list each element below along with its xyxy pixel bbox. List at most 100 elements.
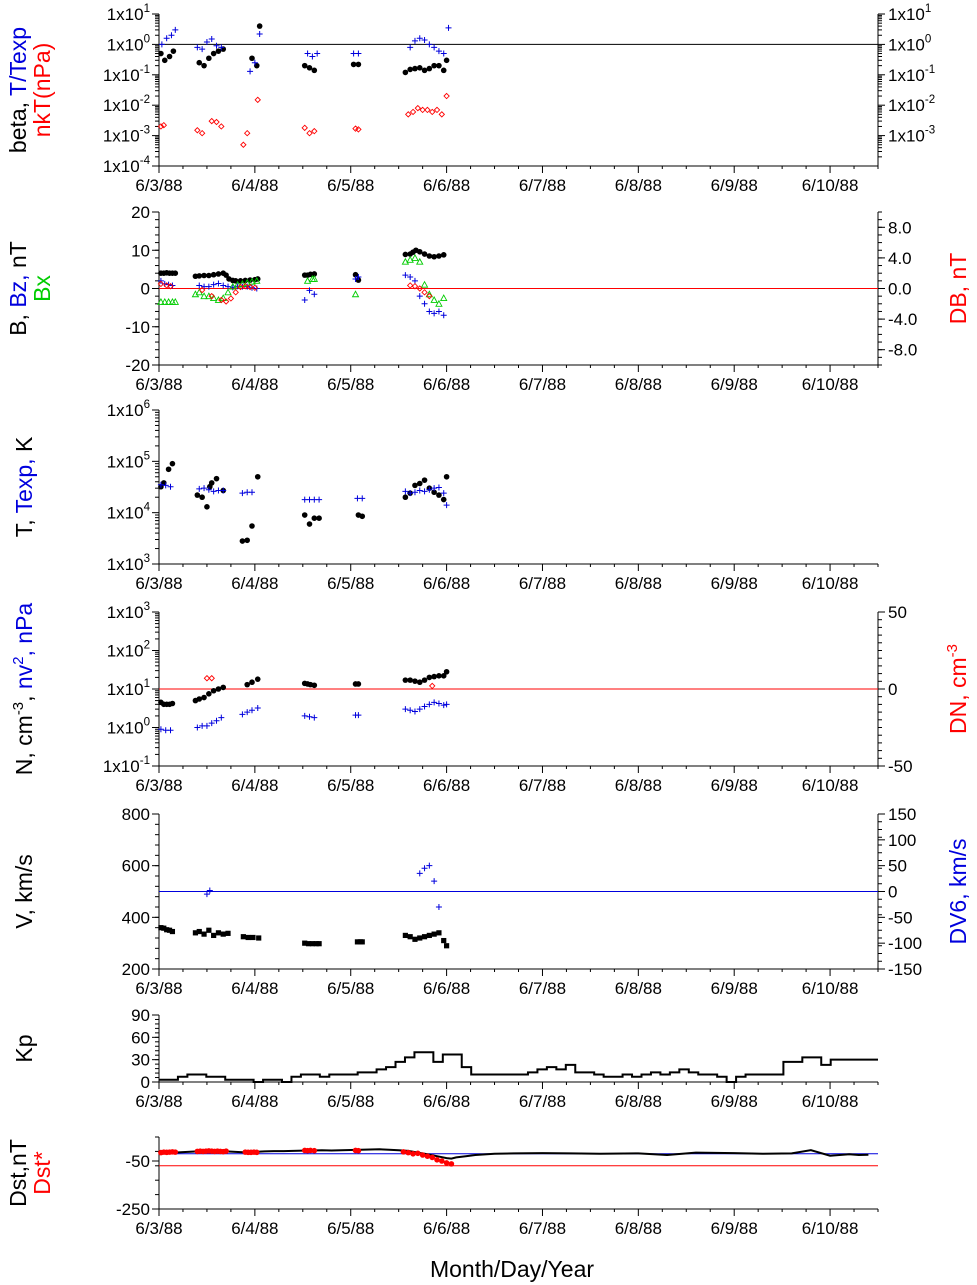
panel-dst: 6/3/88 6/4/88 6/5/88 6/6/88 6/7/88 6/8/88 6/9/… <box>5 1136 879 1238</box>
bfield-y-tick-label: 20 <box>131 203 150 222</box>
bfield-db-point <box>208 292 215 300</box>
temperature-texp-point <box>421 488 428 495</box>
beta-beta-point <box>350 61 357 68</box>
bfield-db-point <box>227 295 235 302</box>
velocity-x-tick-label: 6/10/88 <box>802 979 859 998</box>
panel-kp: 6/3/88 6/4/88 6/5/88 6/6/88 6/7/88 6/8/88 6/9/… <box>11 1006 879 1111</box>
density-x-tick-label: 6/3/88 <box>135 776 182 795</box>
density-n-point <box>431 673 437 680</box>
beta-ttexp-point <box>431 44 438 51</box>
beta-nktnpa-point <box>218 123 225 130</box>
temperature-t-point <box>412 482 418 489</box>
beta-ttexp-point <box>218 44 225 51</box>
kp-x-tick-label: 6/7/88 <box>519 1092 566 1111</box>
density-nv2-point <box>306 713 313 720</box>
bfield-bz-point <box>435 308 442 315</box>
density-tick-labels: 6/3/88 6/4/88 6/5/88 6/6/88 6/7/88 6/8/88 6/9/… <box>103 601 913 795</box>
bfield-b-point <box>402 251 409 258</box>
velocity-v-point <box>164 927 170 933</box>
beta-x-tick-label: 6/7/88 <box>519 176 566 195</box>
bfield-bx-point <box>195 288 204 296</box>
bfield-b-point <box>352 271 359 278</box>
dst-ylabel: Dst,nTDst* <box>5 1139 55 1207</box>
temperature-texp-point <box>407 490 414 497</box>
temperature-t-point <box>244 537 250 544</box>
bfield-x-tick-label: 6/7/88 <box>519 375 566 394</box>
beta-nktnpa-point <box>208 117 215 125</box>
velocity-v-point <box>166 927 173 933</box>
beta-nktnpa-point <box>301 124 308 132</box>
velocity-x-tick-label: 6/6/88 <box>423 979 470 998</box>
beta-ttexp-point <box>194 44 201 51</box>
bfield-bx-point <box>253 276 261 284</box>
bfield-tick-labels: 6/3/88 6/4/88 6/5/88 6/6/88 6/7/88 6/8/88 6/9/… <box>125 203 917 394</box>
temperature-t-point <box>194 492 201 498</box>
dst-x-tick-label: 6/9/88 <box>711 1219 758 1238</box>
beta-ttexp-point <box>445 24 452 31</box>
density-nv2-point <box>311 714 318 721</box>
density-marks <box>157 668 450 734</box>
dst-x-tick-label: 6/7/88 <box>519 1219 566 1238</box>
temperature-t-point <box>239 538 246 544</box>
temperature-t-point <box>440 496 447 503</box>
temperature-x-tick-label: 6/10/88 <box>802 574 859 593</box>
beta-beta-point <box>431 62 437 69</box>
velocity-v-point <box>426 932 432 939</box>
beta-ttexp-point <box>199 46 206 53</box>
bfield-bz-point <box>196 282 203 289</box>
bfield-db-point <box>218 296 225 304</box>
temperature-x-tick-label: 6/3/88 <box>135 574 182 593</box>
density-nv2-point <box>239 711 246 718</box>
temperature-texp-point <box>162 482 169 489</box>
temperature-y-tick-label: 1x103 <box>107 553 150 574</box>
density-y-tick-label: 1x102 <box>107 640 150 661</box>
kp-x-tick-label: 6/4/88 <box>231 1092 278 1111</box>
bfield-bz-point <box>402 272 409 279</box>
velocity-x-tick-label: 6/5/88 <box>327 979 374 998</box>
bfield-bz-point <box>220 282 227 289</box>
beta-beta-point <box>249 55 255 62</box>
beta-beta-point <box>355 61 362 68</box>
bfield-bx-point <box>157 297 165 305</box>
density-n-point <box>412 678 418 684</box>
bfield-y-tick-label: 10 <box>131 241 150 260</box>
dst-dst-point <box>400 1149 407 1155</box>
temperature-texp-point <box>248 489 255 496</box>
bfield-x-tick-label: 6/8/88 <box>615 375 662 394</box>
dst-y-tick-label: -50 <box>125 1152 150 1171</box>
density-n-point <box>443 668 450 675</box>
velocity-v-point <box>302 940 308 946</box>
beta-beta-point <box>407 66 413 73</box>
bfield-bx-point <box>164 297 173 305</box>
temperature-t-point <box>416 480 423 487</box>
density-n-point <box>440 673 447 679</box>
bfield-bx-point <box>171 297 180 305</box>
beta-ttexp-point <box>168 32 175 39</box>
density-n-point <box>244 681 250 688</box>
bfield-bx-point <box>415 257 424 265</box>
velocity-tick-labels: 6/3/88 6/4/88 6/5/88 6/6/88 6/7/88 6/8/88 6/9/… <box>122 805 922 998</box>
temperature-t-point <box>306 521 313 527</box>
density-x-tick-label: 6/7/88 <box>519 776 566 795</box>
velocity-y2-tick-label: 100 <box>888 831 916 850</box>
bfield-bz-point <box>407 274 414 281</box>
density-nv2-point <box>244 709 251 716</box>
beta-x-tick-label: 6/6/88 <box>423 176 470 195</box>
beta-nktnpa-point <box>254 96 261 104</box>
density-n-point <box>249 679 255 686</box>
bfield-b-point <box>215 271 222 277</box>
dst-dst-point <box>443 1160 450 1166</box>
density-ylabel: N, cm-3​, nv2​, nPa <box>10 603 37 776</box>
dst-x-tick-label: 6/8/88 <box>615 1219 662 1238</box>
bfield-b-point <box>172 270 179 277</box>
temperature-x-tick-label: 6/6/88 <box>423 574 470 593</box>
bfield-db-point <box>157 280 165 288</box>
density-axes <box>152 611 885 773</box>
velocity-v-point <box>421 934 428 940</box>
temperature-t-point <box>421 477 428 483</box>
beta-nktnpa-point <box>428 108 436 116</box>
beta-beta-point <box>215 48 222 54</box>
density-nv2-point <box>157 726 164 733</box>
beta-beta-point <box>158 50 164 57</box>
velocity-y2-tick-label: -50 <box>888 908 913 927</box>
